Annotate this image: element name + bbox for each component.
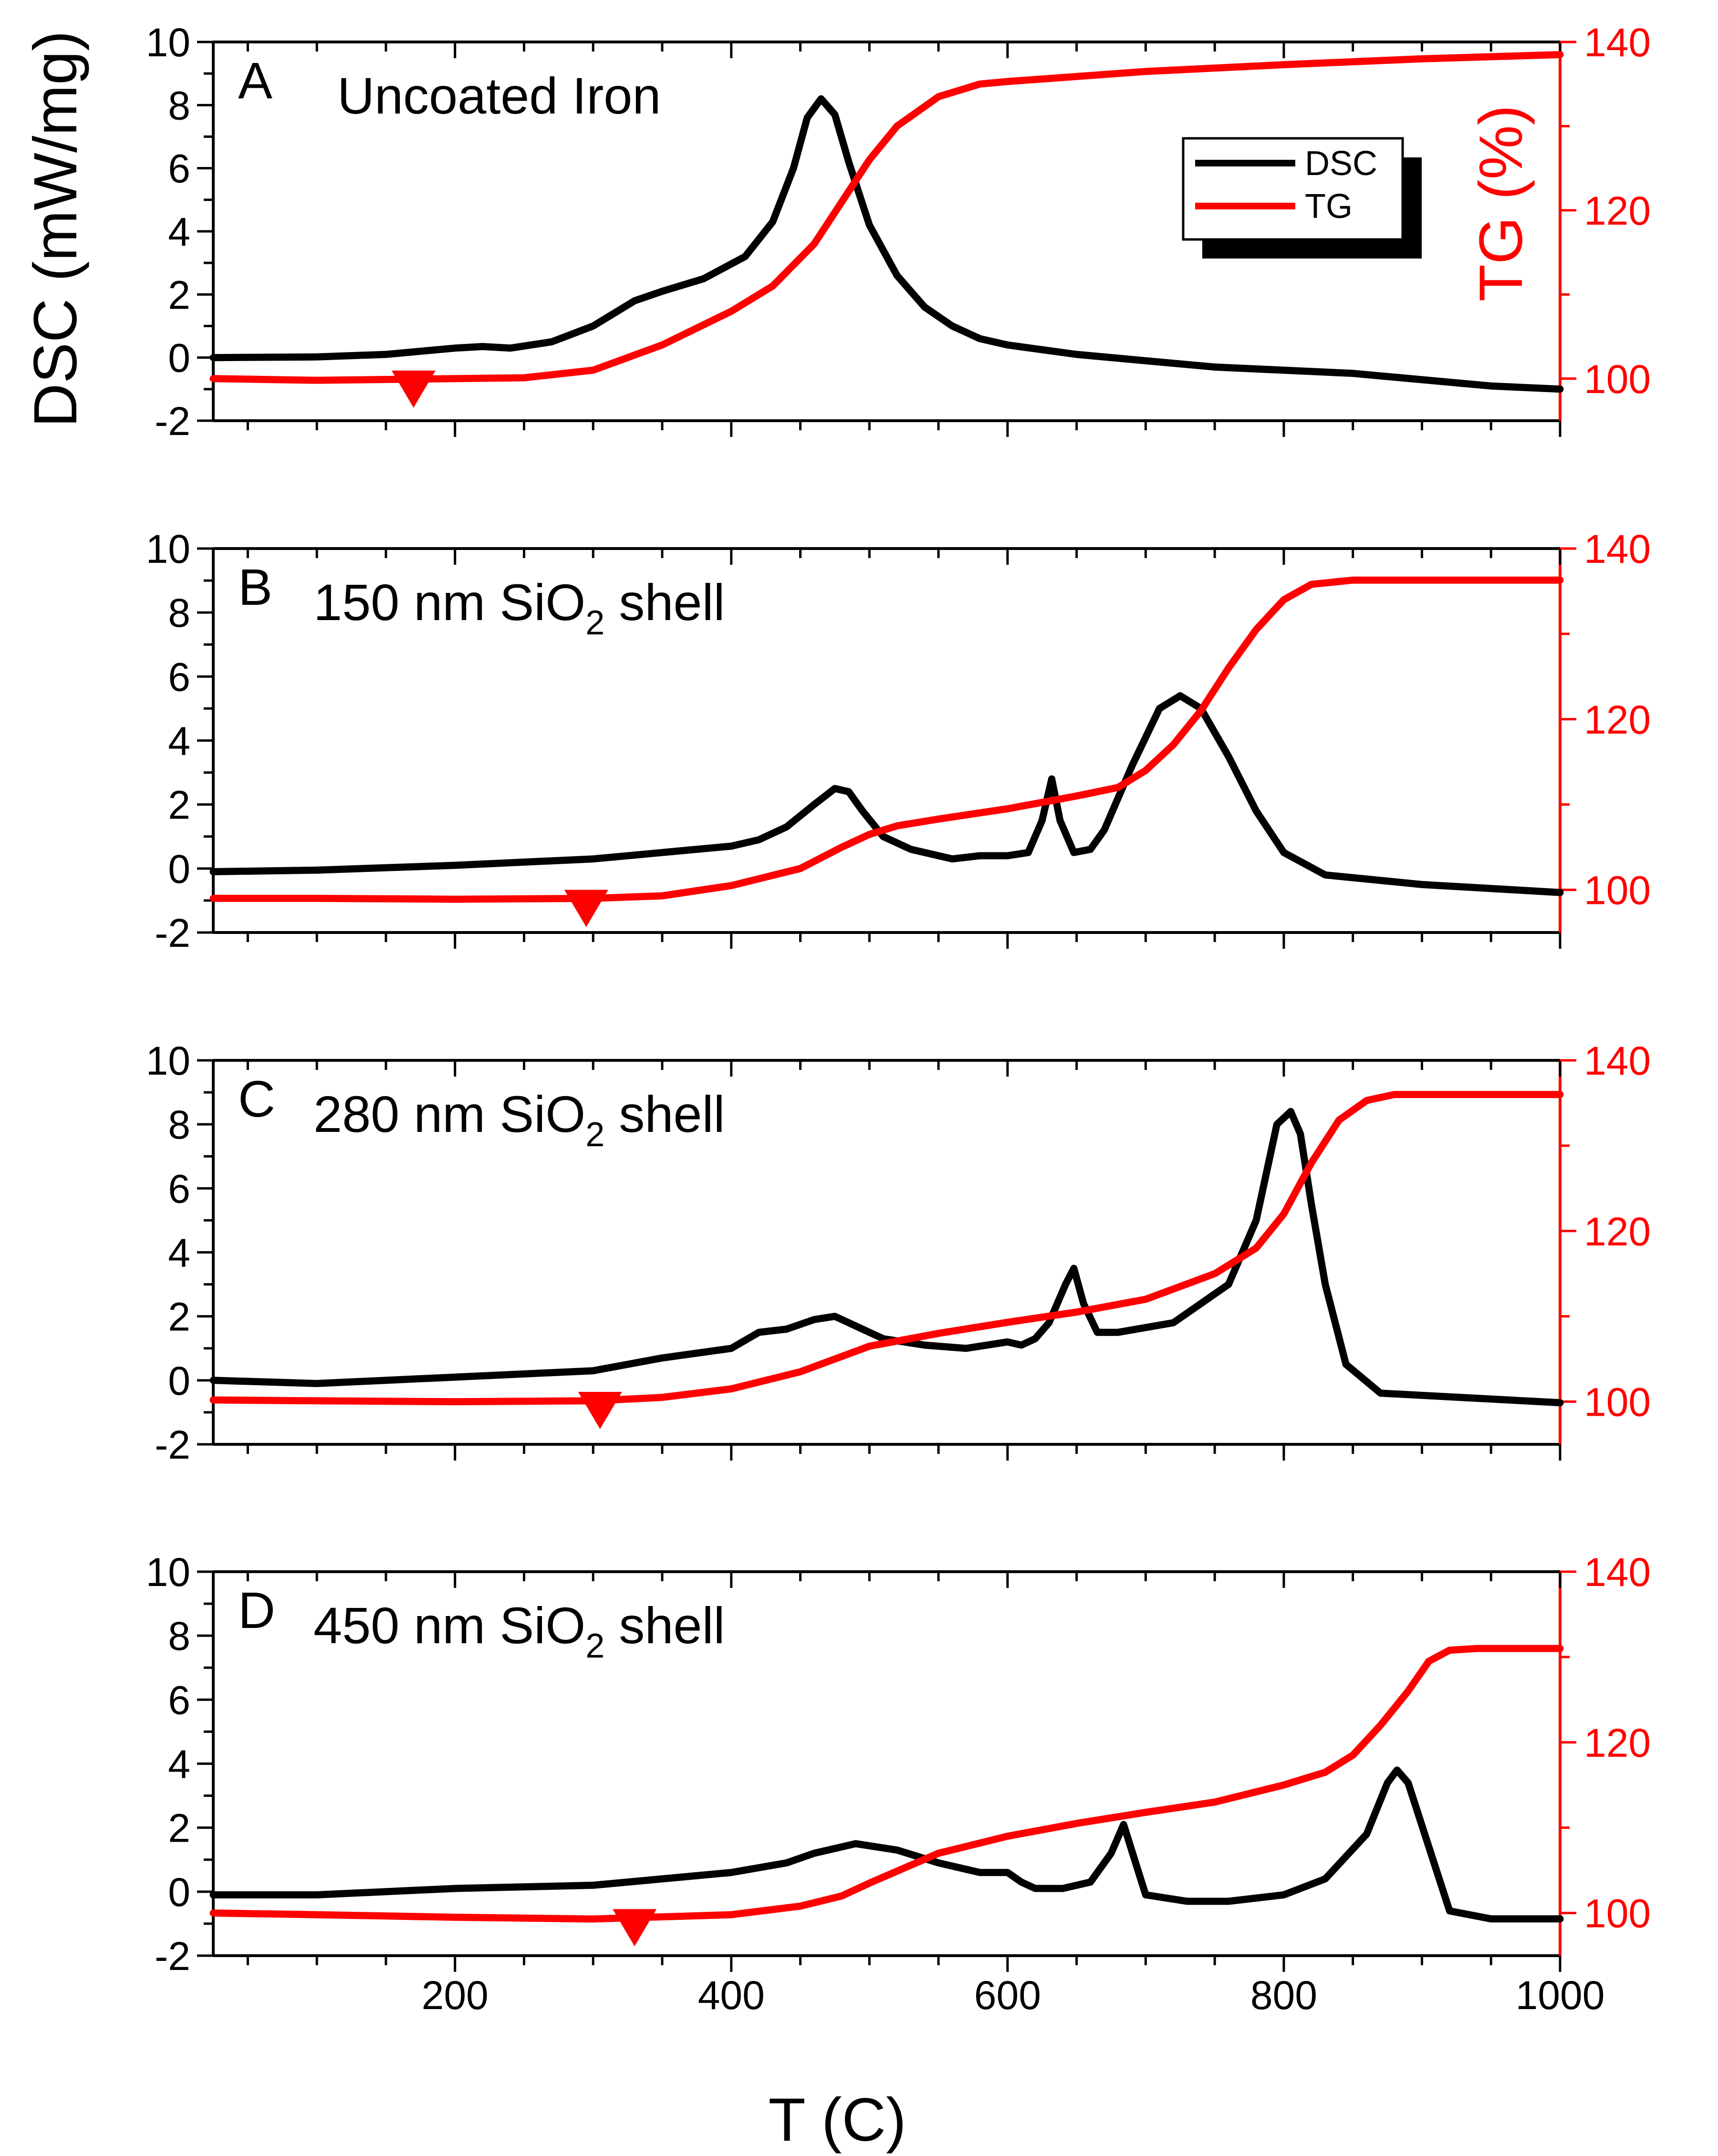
y-left-tick-label: 6 [168, 146, 190, 191]
series-dsc-line [209, 1766, 1564, 1923]
y-left-tick-label: 8 [168, 1614, 190, 1658]
series-tg-line [209, 1645, 1564, 1923]
y-left-tick-label: 0 [168, 847, 190, 891]
y-left-tick-label: 0 [168, 1358, 190, 1403]
onset-marker [391, 370, 436, 408]
y-right-tick-label: 100 [1584, 868, 1651, 913]
y-right-tick-label: 120 [1584, 1721, 1651, 1765]
x-axis-label: T (C) [768, 2086, 906, 2154]
panel-title-suffix: shell [604, 1596, 725, 1654]
series-dsc-line [209, 95, 1564, 393]
onset-marker [564, 890, 608, 927]
y-left-tick-label: 0 [168, 1870, 190, 1915]
y-right-tick-label: 140 [1584, 527, 1651, 571]
panel-title-main: Uncoated Iron [337, 67, 661, 124]
y-left-tick-label: 6 [168, 654, 190, 699]
y-right-tick-label: 100 [1584, 1891, 1651, 1936]
y-left-tick-label: 2 [168, 272, 190, 317]
y-right-tick-label: 140 [1584, 20, 1651, 65]
panel-title-main: 150 nm SiO [313, 573, 585, 631]
y-left-tick-label: 2 [168, 783, 190, 828]
y-right-tick-label: 120 [1584, 697, 1651, 742]
y-axis-right-label: TG (%) [1467, 105, 1535, 301]
panel-title-suffix: shell [604, 1085, 725, 1143]
x-tick-label: 1000 [1516, 1973, 1605, 2018]
onset-marker [578, 1392, 622, 1430]
series-dsc-line [209, 692, 1564, 896]
y-left-tick-label: 10 [146, 20, 190, 65]
onset-marker [613, 1909, 657, 1947]
y-left-tick-label: 2 [168, 1806, 190, 1851]
y-right-tick-label: 120 [1584, 1209, 1651, 1254]
panel-title: 450 nm SiO2 shell [313, 1596, 725, 1665]
y-right-tick-label: 100 [1584, 1380, 1651, 1425]
y-left-tick-label: 4 [168, 1742, 190, 1787]
y-left-tick-label: 4 [168, 1231, 190, 1275]
panel-title-subscript: 2 [585, 1627, 604, 1665]
panel-title-main: 450 nm SiO [313, 1596, 585, 1654]
y-left-tick-label: -2 [155, 911, 190, 955]
panel-a: -2 0 2 4 6 8 10 100 120 140 A Uncoated Iron [146, 20, 1651, 444]
x-tick-label: 600 [974, 1973, 1041, 2018]
panel-letter: D [238, 1581, 275, 1639]
y-left-tick-label: 8 [168, 591, 190, 635]
panel-title: 280 nm SiO2 shell [313, 1085, 725, 1154]
y-left-tick-label: 10 [146, 527, 190, 571]
y-left-tick-label: -2 [155, 399, 190, 444]
legend-box [1182, 137, 1404, 241]
panel-title-main: 280 nm SiO [313, 1085, 585, 1143]
series-dsc-line [209, 1108, 1564, 1407]
x-tick-label: 800 [1250, 1973, 1317, 2018]
panel-title: 150 nm SiO2 shell [313, 573, 725, 642]
panel-title-suffix: shell [604, 573, 725, 631]
y-left-tick-label: 10 [146, 1038, 190, 1083]
y-right-tick-label: 140 [1584, 1550, 1651, 1595]
y-right-tick-label: 100 [1584, 357, 1651, 402]
y-left-tick-label: 10 [146, 1550, 190, 1595]
y-left-tick-label: 6 [168, 1678, 190, 1722]
panel-letter: C [238, 1070, 275, 1128]
x-tick-label: 400 [698, 1973, 765, 2018]
panel-title-subscript: 2 [585, 1116, 604, 1154]
legend-dsc-label: DSC [1305, 145, 1377, 183]
panel-title-subscript: 2 [585, 604, 604, 642]
series-tg-line [209, 576, 1564, 903]
x-tick-label: 200 [422, 1973, 489, 2018]
panel-letter: B [238, 558, 272, 616]
legend: DSC TG [1182, 137, 1422, 259]
legend-tg-label: TG [1305, 187, 1353, 226]
y-right-tick-label: 140 [1584, 1038, 1651, 1083]
series-tg-line [209, 51, 1564, 384]
y-left-tick-label: -2 [155, 1934, 190, 1979]
y-left-tick-label: 4 [168, 209, 190, 254]
y-left-tick-label: 8 [168, 83, 190, 128]
y-left-tick-label: 8 [168, 1102, 190, 1147]
panel-title: Uncoated Iron [337, 67, 661, 124]
panel-letter: A [238, 52, 272, 109]
y-right-tick-label: 120 [1584, 188, 1651, 233]
y-left-tick-label: -2 [155, 1422, 190, 1467]
y-left-tick-label: 6 [168, 1166, 190, 1211]
y-left-tick-label: 4 [168, 719, 190, 764]
y-left-tick-label: 0 [168, 336, 190, 381]
y-axis-left-label: DSC (mW/mg) [21, 31, 90, 427]
panel-d: 200 400 600 800 1000 -2 0 2 4 6 8 10 100 120 140 D 450 n… [146, 1550, 1651, 2018]
y-left-tick-label: 2 [168, 1295, 190, 1339]
